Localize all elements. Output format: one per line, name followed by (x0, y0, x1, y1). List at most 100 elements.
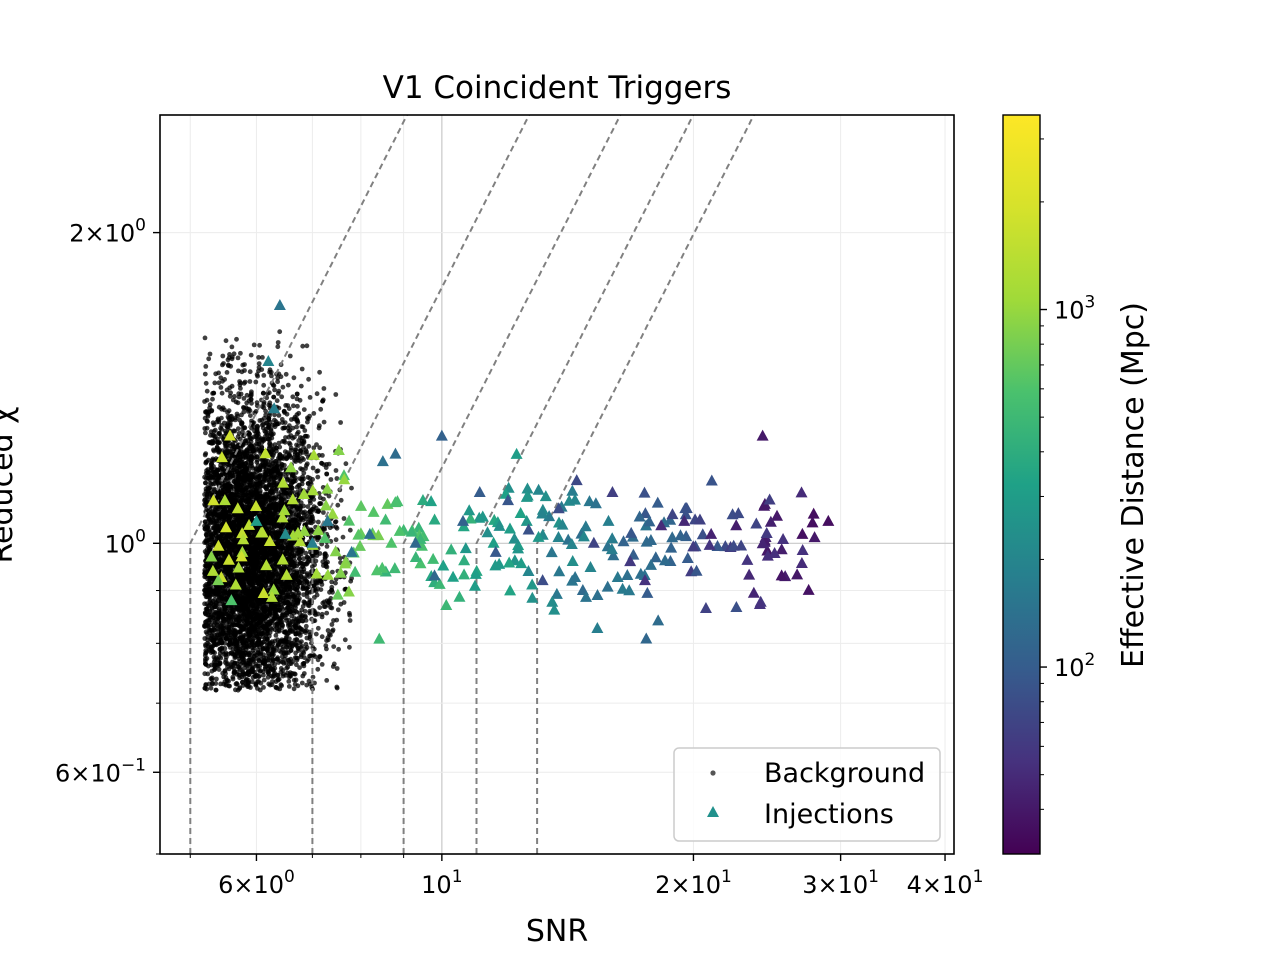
background-point (293, 672, 298, 677)
background-point (234, 682, 239, 687)
background-point (219, 427, 224, 432)
background-point (292, 375, 297, 380)
background-point (303, 614, 308, 619)
background-point (220, 391, 225, 396)
background-point (248, 369, 253, 374)
background-point (209, 686, 214, 691)
background-point (314, 632, 319, 637)
background-point (257, 658, 262, 663)
background-point (283, 403, 288, 408)
background-point (344, 461, 349, 466)
background-point (267, 444, 272, 449)
background-point (277, 329, 282, 334)
background-point (212, 655, 217, 660)
background-point (285, 645, 290, 650)
background-point (324, 678, 329, 683)
background-point (338, 420, 343, 425)
background-point (305, 571, 310, 576)
background-point (251, 471, 256, 476)
background-point (336, 647, 341, 652)
background-point (261, 373, 266, 378)
background-point (219, 385, 224, 390)
background-point (269, 627, 274, 632)
background-point (216, 371, 221, 376)
background-point (317, 445, 322, 450)
background-point (310, 477, 315, 482)
background-point (228, 606, 233, 611)
background-point (279, 666, 284, 671)
background-point (339, 498, 344, 503)
background-point (290, 509, 295, 514)
background-point (289, 674, 294, 679)
background-point (223, 445, 228, 450)
background-point (331, 664, 336, 669)
background-point (284, 666, 289, 671)
background-point (224, 338, 229, 343)
background-point (321, 497, 326, 502)
background-point (317, 426, 322, 431)
background-point (299, 500, 304, 505)
background-point (295, 431, 300, 436)
background-point (301, 425, 306, 430)
background-point (229, 547, 234, 552)
background-point (234, 337, 239, 342)
background-point (343, 637, 348, 642)
background-point (225, 410, 230, 415)
background-point (311, 466, 316, 471)
background-point (283, 420, 288, 425)
background-point (269, 431, 274, 436)
background-point (347, 613, 352, 618)
background-point (253, 380, 258, 385)
background-point (342, 516, 347, 521)
background-point (283, 440, 288, 445)
background-point (294, 418, 299, 423)
background-point (257, 674, 262, 679)
background-point (277, 413, 282, 418)
background-point (347, 645, 352, 650)
background-point (335, 526, 340, 531)
background-point (323, 643, 328, 648)
background-point (330, 570, 335, 575)
background-point (318, 407, 323, 412)
background-point (257, 361, 262, 366)
background-point (270, 674, 275, 679)
background-point (213, 667, 218, 672)
background-point (255, 424, 260, 429)
background-point (309, 521, 314, 526)
background-point (275, 379, 280, 384)
background-point (210, 397, 215, 402)
background-point (223, 668, 228, 673)
background-point (207, 440, 212, 445)
background-point (261, 383, 266, 388)
background-point (288, 354, 293, 359)
background-point (292, 678, 297, 683)
background-point (265, 502, 270, 507)
background-point (212, 381, 217, 386)
background-point (322, 420, 327, 425)
background-point (260, 355, 265, 360)
background-point (228, 394, 233, 399)
background-point (288, 587, 293, 592)
background-point (204, 630, 209, 635)
background-point (203, 644, 208, 649)
background-point (203, 336, 208, 341)
background-point (203, 481, 208, 486)
background-point (219, 434, 224, 439)
background-point (327, 494, 332, 499)
background-point (316, 626, 321, 631)
background-point (293, 642, 298, 647)
background-point (322, 600, 327, 605)
background-point (210, 433, 215, 438)
background-point (333, 392, 338, 397)
background-point (272, 388, 277, 393)
background-point (261, 685, 266, 690)
background-point (230, 356, 235, 361)
background-point (320, 662, 325, 667)
background-point (204, 381, 209, 386)
background-point (301, 619, 306, 624)
background-point (294, 447, 299, 452)
background-point (300, 681, 305, 686)
background-point (275, 344, 280, 349)
